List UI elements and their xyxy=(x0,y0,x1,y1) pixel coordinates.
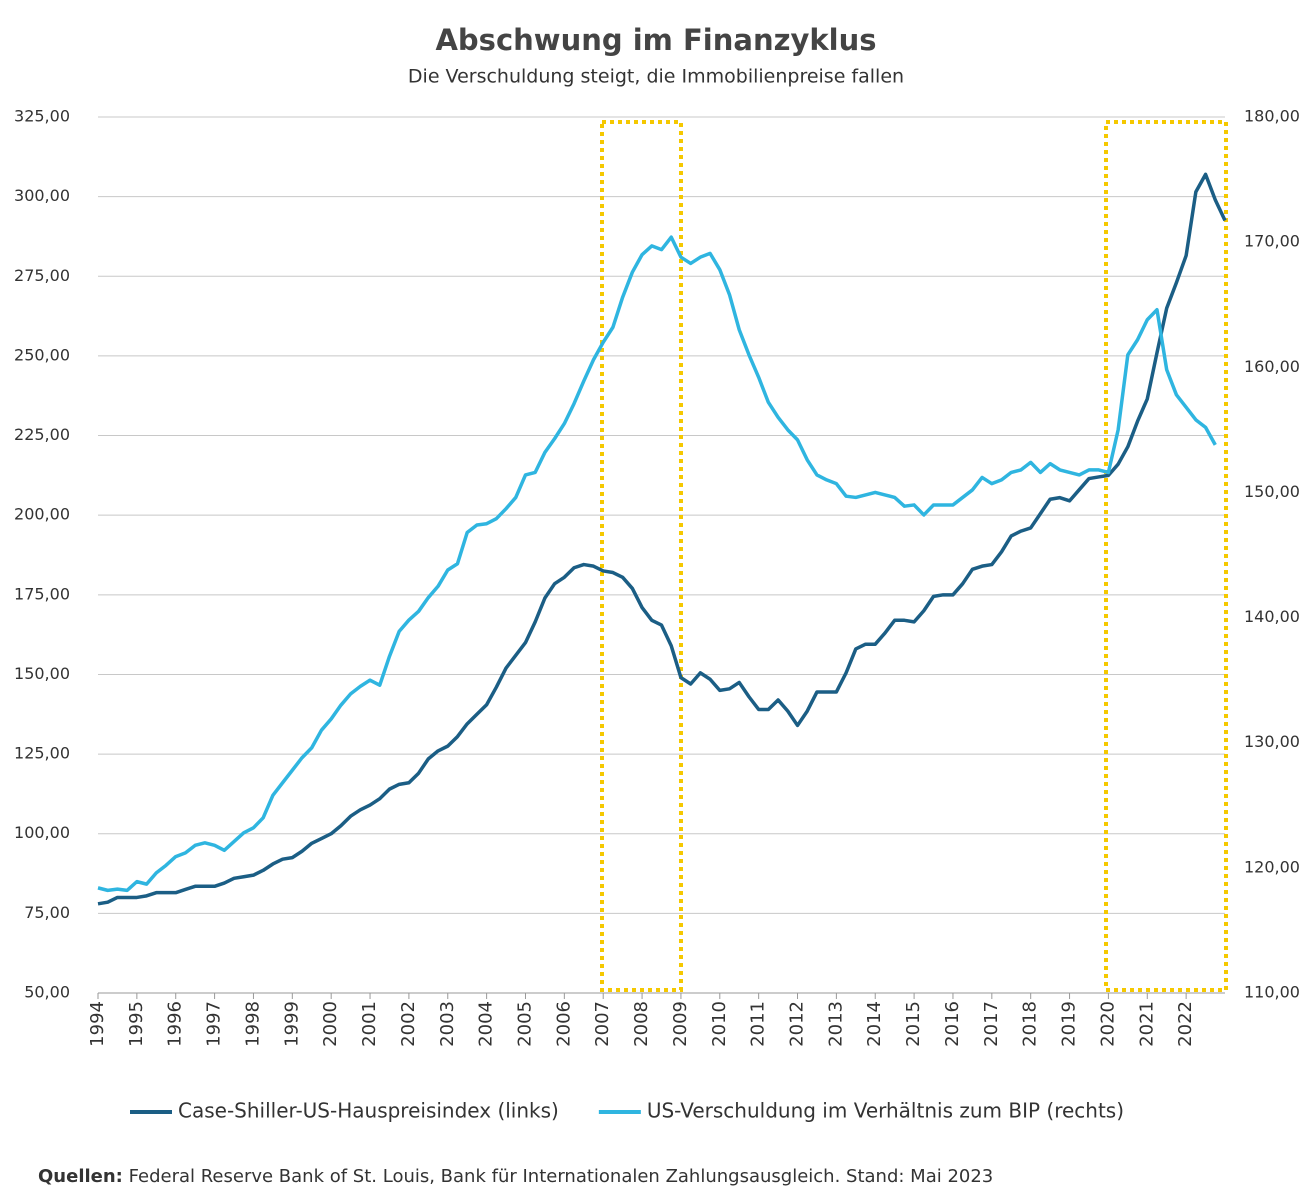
y2-tick-label: 120,00 xyxy=(1244,857,1300,876)
x-tick-label: 2013 xyxy=(825,1001,846,1047)
y-tick-label: 125,00 xyxy=(14,744,70,763)
x-tick-label: 1999 xyxy=(281,1001,302,1047)
y-tick-label: 325,00 xyxy=(14,107,70,126)
y2-tick-label: 110,00 xyxy=(1244,983,1300,1002)
y2-tick-label: 160,00 xyxy=(1244,357,1300,376)
highlight-box xyxy=(1104,120,1228,992)
legend-label: US-Verschuldung im Verhältnis zum BIP (r… xyxy=(647,1099,1124,1123)
x-tick-label: 2014 xyxy=(864,1001,885,1047)
y-tick-label: 150,00 xyxy=(14,664,70,683)
y-tick-label: 75,00 xyxy=(24,903,70,922)
x-tick-label: 2020 xyxy=(1097,1001,1118,1047)
source-text: Federal Reserve Bank of St. Louis, Bank … xyxy=(129,1166,994,1187)
y2-tick-label: 140,00 xyxy=(1244,607,1300,626)
y-tick-label: 300,00 xyxy=(14,186,70,205)
x-tick-label: 2018 xyxy=(1020,1001,1041,1047)
x-tick-label: 2022 xyxy=(1175,1001,1196,1047)
x-tick-label: 2002 xyxy=(398,1001,419,1047)
x-tick-label: 2006 xyxy=(553,1001,574,1047)
x-tick-label: 2016 xyxy=(942,1001,963,1047)
x-tick-label: 2009 xyxy=(670,1001,691,1047)
x-tick-label: 2010 xyxy=(709,1001,730,1047)
y-tick-label: 250,00 xyxy=(14,345,70,364)
x-tick-label: 2012 xyxy=(787,1001,808,1047)
legend: Case-Shiller-US-Hauspreisindex (links) US… xyxy=(130,1099,1124,1123)
x-tick-label: 2008 xyxy=(631,1001,652,1047)
y-tick-label: 200,00 xyxy=(14,505,70,524)
x-tick-label: 2019 xyxy=(1059,1001,1080,1047)
x-tick-label: 2015 xyxy=(903,1001,924,1047)
x-tick-label: 2001 xyxy=(359,1001,380,1047)
source-label: Quellen: xyxy=(38,1166,123,1187)
y2-tick-label: 130,00 xyxy=(1244,732,1300,751)
y2-tick-label: 150,00 xyxy=(1244,482,1300,501)
x-tick-label: 2011 xyxy=(748,1001,769,1047)
x-tick-label: 1997 xyxy=(204,1001,225,1047)
y-tick-label: 175,00 xyxy=(14,584,70,603)
y-tick-label: 100,00 xyxy=(14,823,70,842)
y-tick-label: 225,00 xyxy=(14,425,70,444)
source-note: Quellen: Federal Reserve Bank of St. Lou… xyxy=(38,1166,993,1187)
x-tick-label: 2000 xyxy=(320,1001,341,1047)
y2-tick-label: 180,00 xyxy=(1244,107,1300,126)
data-line xyxy=(97,235,1217,893)
y-tick-label: 50,00 xyxy=(24,983,70,1002)
x-tick-label: 1996 xyxy=(165,1001,186,1047)
highlight-box xyxy=(600,120,683,992)
x-tick-label: 2003 xyxy=(437,1001,458,1047)
x-tick-label: 2007 xyxy=(592,1001,613,1047)
data-line xyxy=(97,172,1227,906)
x-tick-label: 2021 xyxy=(1136,1001,1157,1047)
x-tick-label: 1998 xyxy=(242,1001,263,1047)
chart-title: Abschwung im Finanzyklus xyxy=(435,23,876,57)
legend-label: Case-Shiller-US-Hauspreisindex (links) xyxy=(178,1099,559,1123)
x-tick-label: 1995 xyxy=(126,1001,147,1047)
x-tick-label: 2017 xyxy=(981,1001,1002,1047)
x-tick-label: 1994 xyxy=(87,1001,108,1047)
y2-tick-label: 170,00 xyxy=(1244,232,1300,251)
y-tick-label: 275,00 xyxy=(14,266,70,285)
x-tick-label: 2004 xyxy=(476,1001,497,1047)
x-tick-label: 2005 xyxy=(514,1001,535,1047)
chart-subtitle: Die Verschuldung steigt, die Immobilienp… xyxy=(408,66,904,88)
